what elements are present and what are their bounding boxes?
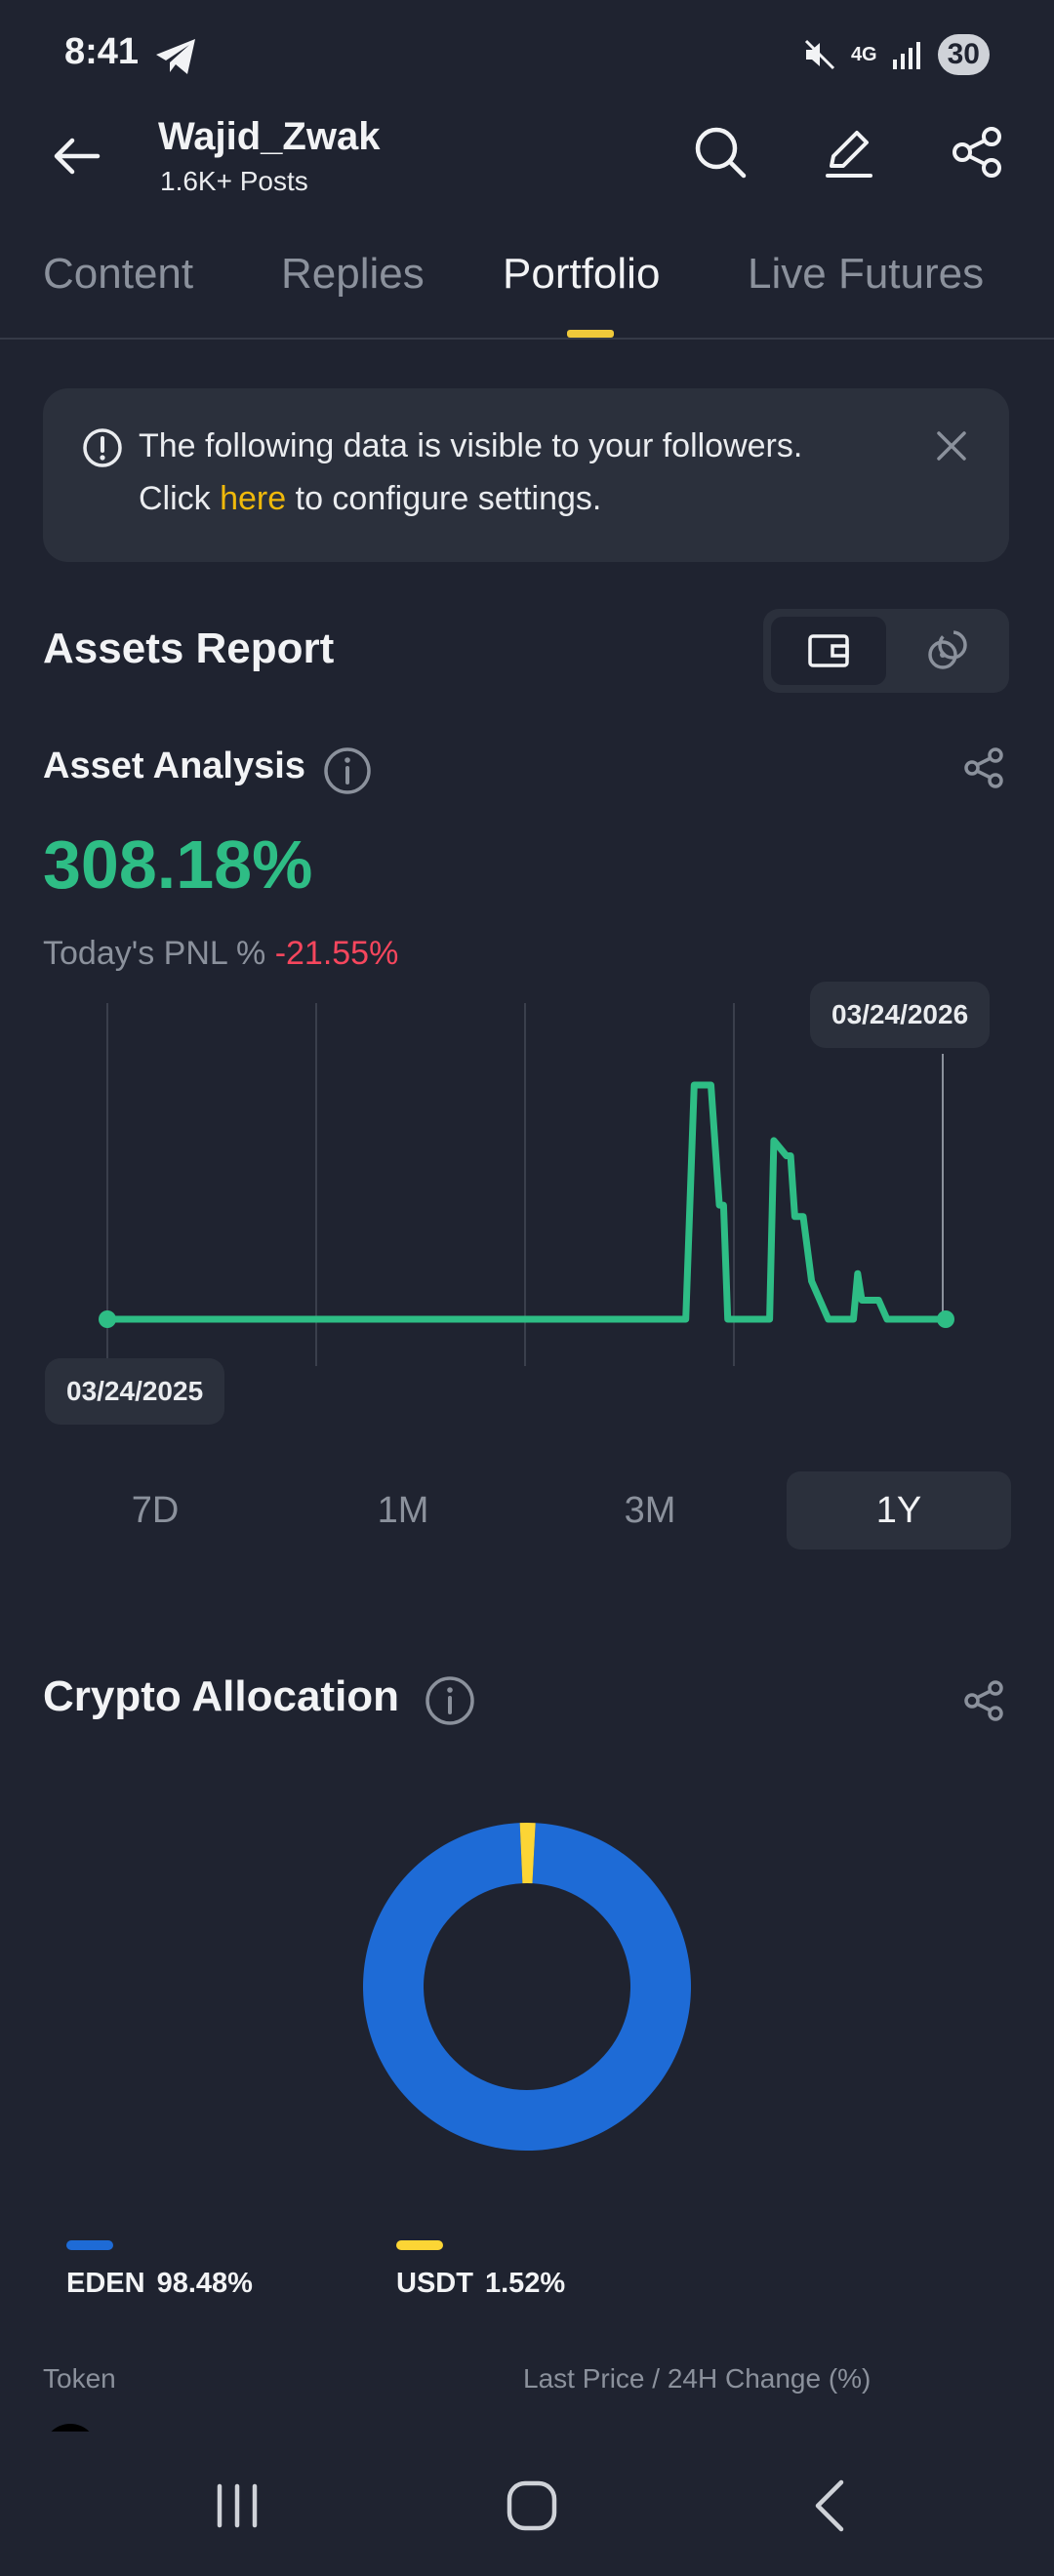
legend-swatch [66,2240,113,2250]
info-icon[interactable] [322,745,373,796]
chart-start-date-tooltip: 03/24/2025 [45,1358,225,1425]
status-icons: 4G 30 [802,33,990,76]
range-7d-button[interactable]: 7D [131,1490,180,1531]
donut-slice-usdt[interactable] [519,1823,536,1884]
token-avatar [43,2424,98,2432]
system-nav-bar [0,2435,1054,2576]
wallet-icon [808,634,849,667]
post-count: 1.6K+ Posts [160,166,308,196]
notice-text: The following data is visible to your fo… [139,427,803,464]
tab-live-futures[interactable]: Live Futures [748,250,985,298]
profile-name: Wajid_Zwak [158,115,381,158]
range-1m-button[interactable]: 1M [377,1490,429,1531]
recent-apps-icon[interactable] [203,2475,271,2537]
pnl-series-line [103,1081,950,1323]
battery-indicator: 30 [937,34,990,75]
legend-percent: 1.52% [484,2268,566,2299]
range-1y-button[interactable]: 1Y [787,1471,1011,1550]
linked-view-toggle[interactable] [890,617,1005,685]
signal-icon [892,42,920,69]
legend-token: EDEN [66,2268,145,2299]
donut-slice-eden[interactable] [363,1823,691,2151]
assets-report-title: Assets Report [43,624,335,672]
share-icon[interactable] [962,745,1007,790]
configure-settings-link[interactable]: here [220,480,287,517]
alert-icon [83,428,122,467]
crypto-allocation-title: Crypto Allocation [43,1672,400,1720]
notice-text-settings: Click here to configure settings. [139,480,601,518]
edit-pencil-icon[interactable] [820,123,878,181]
wallet-view-toggle[interactable] [771,617,886,685]
telegram-icon [156,39,195,74]
notice-suffix: to configure settings. [286,480,602,517]
chart-end-point [937,1310,954,1328]
today-pnl: Today's PNL % -21.55% [43,935,398,973]
legend-swatch [396,2240,443,2250]
today-pnl-label: Today's PNL % [43,935,266,972]
mute-icon [804,39,834,70]
total-pnl-percent: 308.18% [43,826,313,903]
legend-percent: 98.48% [156,2268,253,2299]
profile-tabs: Content Replies Portfolio Live Futures [0,244,1054,340]
notice-prefix: Click [139,480,221,517]
search-icon[interactable] [691,123,750,181]
chart-start-point [99,1310,116,1328]
asset-analysis-chart[interactable]: 03/24/2026 03/24/2025 [0,976,1054,1425]
tab-replies[interactable]: Replies [281,250,425,298]
share-icon[interactable] [962,1678,1007,1723]
asset-analysis-title: Asset Analysis [43,745,305,786]
back-arrow-icon[interactable] [47,127,105,185]
column-header-price: Last Price / 24H Change (%) [523,2363,872,2394]
legend-token: USDT [396,2268,473,2299]
close-icon[interactable] [933,427,970,464]
nav-back-icon[interactable] [796,2475,865,2537]
info-icon[interactable] [424,1674,476,1727]
tab-content[interactable]: Content [43,250,194,298]
column-header-token: Token [43,2363,116,2394]
home-icon[interactable] [498,2475,566,2537]
allocation-donut-chart[interactable] [361,1821,693,2153]
network-type: 4G [850,44,877,65]
legend-item-eden: EDEN 98.48% [66,2240,253,2300]
chart-canvas [99,1003,954,1366]
legend-item-usdt: USDT 1.52% [396,2240,565,2300]
active-tab-indicator [567,330,614,338]
chart-end-date-tooltip: 03/24/2026 [810,982,991,1048]
share-icon[interactable] [949,123,1007,181]
status-time: 8:41 [64,31,140,72]
link-circles-icon [928,630,967,669]
visibility-notice [43,388,1009,562]
range-3m-button[interactable]: 3M [624,1490,676,1531]
today-pnl-value: -21.55% [274,935,399,972]
tab-portfolio[interactable]: Portfolio [503,250,661,298]
